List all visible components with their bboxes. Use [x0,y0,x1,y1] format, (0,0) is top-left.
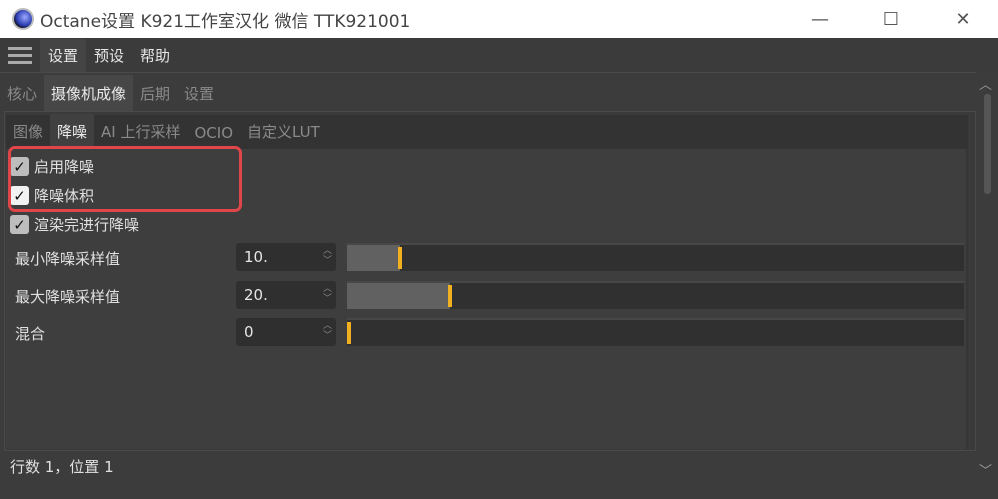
slider-handle[interactable] [347,322,351,344]
subtab-ai-upsample[interactable]: AI 上行采样 [101,123,181,141]
number-input[interactable]: 20. ︿ ﹀ [236,281,336,309]
status-bar: 行数 1，位置 1 [10,458,114,476]
cinema4d-logo-icon [12,8,34,30]
scrollbar-thumb[interactable] [984,94,991,194]
slider-fill [347,283,451,309]
number-input[interactable]: 10. ︿ ﹀ [236,243,336,271]
menu-presets[interactable]: 预设 [94,46,125,65]
subtab-ocio[interactable]: OCIO [194,124,234,142]
spinner-arrows-icon[interactable]: ︿ ﹀ [322,321,332,341]
checkmark-icon[interactable]: ✓ [10,186,29,205]
checkbox-denoise-volumes[interactable]: ✓ 降噪体积 [10,185,94,206]
main-tabs: 核心 摄像机成像 后期 设置 [0,72,976,112]
slider[interactable] [347,243,964,271]
slider-fill [347,245,401,271]
menu-bar: 设置 预设 帮助 [0,38,998,72]
checkbox-denoise-on-completion[interactable]: ✓ 渲染完进行降噪 [10,214,139,235]
number-input[interactable]: 0 ︿ ﹀ [236,318,336,346]
window-title: Octane设置 K921工作室汉化 微信 TTK921001 [40,11,411,32]
maximize-button[interactable]: ☐ [882,8,900,30]
checkmark-icon[interactable]: ✓ [10,157,29,176]
sub-tabs: 图像 降噪 AI 上行采样 OCIO 自定义LUT [6,114,968,149]
checkbox-label: 启用降噪 [34,158,95,176]
tab-core[interactable]: 核心 [7,85,38,103]
subtab-custom-lut[interactable]: 自定义LUT [247,123,320,141]
checkbox-enable-denoise[interactable]: ✓ 启用降噪 [10,156,94,177]
slider-handle[interactable] [398,247,403,269]
checkmark-icon[interactable]: ✓ [10,215,29,234]
slider-handle[interactable] [448,285,453,307]
checkbox-label: 降噪体积 [34,187,95,205]
close-button[interactable]: ✕ [955,8,971,30]
slider[interactable] [347,318,964,346]
field-label: 最小降噪采样值 [15,250,121,268]
tab-post[interactable]: 后期 [140,85,171,103]
field-label: 混合 [15,325,46,343]
subtab-image[interactable]: 图像 [13,123,44,141]
field-label: 最大降噪采样值 [15,288,121,306]
checkbox-label: 渲染完进行降噪 [34,216,140,234]
scroll-up-icon[interactable]: ︿ [979,78,993,93]
title-bar: Octane设置 K921工作室汉化 微信 TTK921001 — ☐ ✕ [0,0,998,38]
menu-help[interactable]: 帮助 [140,46,171,65]
field-blend: 混合 0 ︿ ﹀ [10,318,964,348]
tab-settings[interactable]: 设置 [184,85,215,103]
scroll-down-icon[interactable]: ﹀ [979,464,993,479]
spinner-arrows-icon[interactable]: ︿ ﹀ [322,246,332,266]
hamburger-menu-icon[interactable] [8,46,32,64]
highlight-box [8,146,242,212]
subtab-denoise[interactable]: 降噪 [50,114,95,149]
field-min-denoise-samples: 最小降噪采样值 10. ︿ ﹀ [10,243,964,273]
tab-camera-imager[interactable]: 摄像机成像 [44,75,134,112]
menu-settings[interactable]: 设置 [40,38,87,72]
field-max-denoise-samples: 最大降噪采样值 20. ︿ ﹀ [10,281,964,311]
minimize-button[interactable]: — [811,8,829,30]
slider[interactable] [347,281,964,309]
spinner-arrows-icon[interactable]: ︿ ﹀ [322,284,332,304]
scrollbar[interactable]: ︿ ﹀ [976,72,998,482]
